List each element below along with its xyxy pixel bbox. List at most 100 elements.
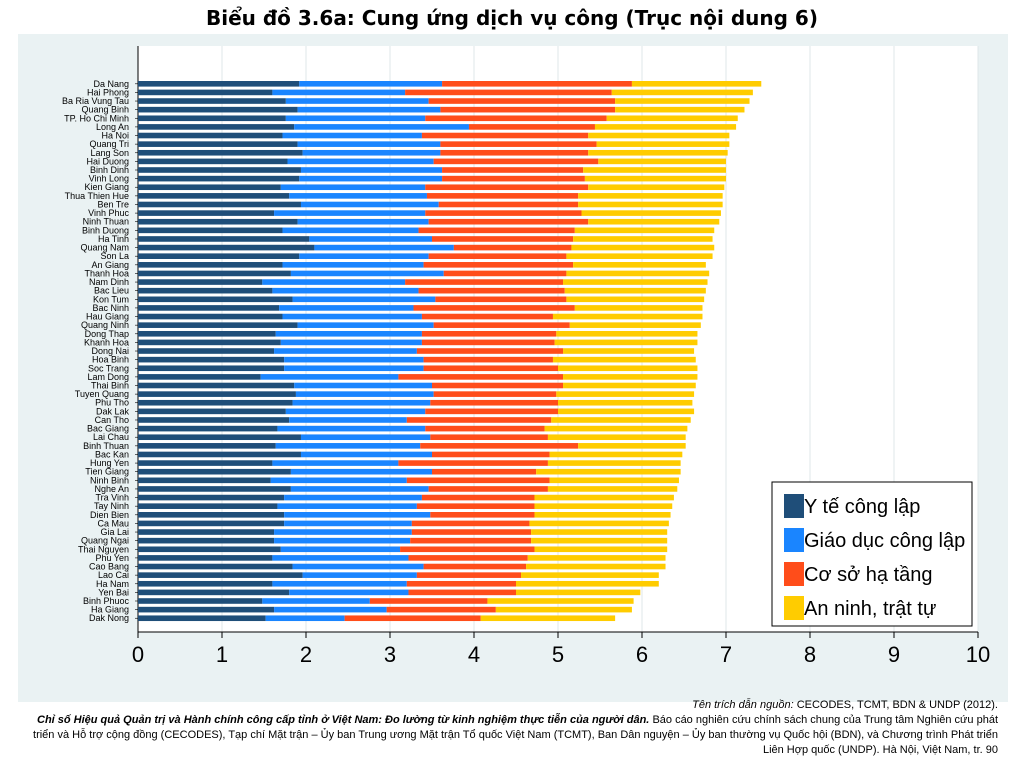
bar-segment [290, 486, 429, 492]
category-label: Lao Cai [98, 570, 129, 580]
bar-segment [290, 468, 432, 475]
category-label: Quang Tri [89, 139, 129, 149]
bar-segment [138, 193, 290, 199]
bar-segment [138, 244, 315, 251]
bar-segment [563, 382, 696, 389]
bar-segment [556, 330, 698, 337]
category-label: Binh Duong [82, 225, 129, 235]
bar-segment [428, 98, 616, 104]
category-label: Yen Bai [98, 587, 129, 597]
bar-segment [272, 89, 406, 96]
bar-segment [563, 279, 708, 285]
bar-segment [438, 201, 579, 208]
legend-swatch [784, 494, 804, 518]
bar-segment [529, 520, 669, 527]
bar-segment [138, 477, 271, 484]
bar-segment [138, 236, 310, 242]
bar-segment [138, 115, 286, 122]
bar-segment [272, 580, 407, 587]
bar-segment [398, 374, 564, 380]
bar-segment [526, 563, 666, 570]
bar-segment [285, 98, 429, 104]
bar-segment [138, 210, 275, 216]
source-org: CECODES, TCMT, BDN & UNDP (2012). [796, 699, 998, 711]
category-label: Thanh Hoa [84, 268, 129, 278]
bar-segment [588, 184, 725, 191]
category-label: Hung Yen [90, 458, 129, 468]
category-label: Thai Nguyen [78, 544, 129, 554]
bar-segment [571, 244, 715, 251]
bar-segment [433, 158, 599, 165]
bar-segment [138, 425, 278, 432]
bar-segment [292, 563, 424, 570]
bar-segment [442, 175, 585, 182]
bar-segment [302, 572, 417, 578]
bar-segment [400, 546, 535, 553]
bar-segment [549, 451, 683, 458]
bar-segment [432, 451, 550, 458]
bar-segment [299, 175, 443, 182]
bar-segment [405, 89, 612, 96]
bar-segment [295, 391, 434, 397]
chart-panel: 0 1 2 3 4 5 6 7 8 9 10 Da Nang Hai Phong Ba Ria Vung … [18, 34, 1008, 702]
bar-segment [547, 460, 681, 466]
bar-segment [300, 167, 443, 173]
category-label: Da Nang [93, 79, 129, 89]
bar-segment [398, 460, 548, 466]
category-label: Ninh Binh [90, 475, 129, 485]
bar-segment [138, 348, 275, 354]
category-label: Vinh Phuc [88, 208, 129, 218]
bar-segment [138, 589, 290, 596]
bar-segment [314, 244, 454, 251]
bar-segment [285, 408, 426, 415]
bar-segment [262, 279, 406, 285]
category-label: Ha Nam [96, 579, 129, 589]
bar-segment [574, 227, 715, 234]
x-tick-label: 2 [300, 642, 312, 667]
bar-segment [284, 512, 431, 518]
bar-segment [299, 253, 429, 259]
bar-segment [138, 529, 275, 535]
source-title: Chỉ số Hiệu quả Quản trị và Hành chính c… [37, 714, 650, 726]
bar-segment [138, 218, 298, 225]
bar-segment [272, 287, 419, 294]
bar-segment [573, 262, 706, 268]
bar-segment [282, 132, 422, 139]
category-label: Quang Ngai [81, 536, 129, 546]
bar-segment [410, 537, 532, 544]
category-label: Hau Giang [86, 312, 129, 322]
legend-swatch [784, 528, 804, 552]
category-label: Ninh Thuan [83, 217, 129, 227]
bar-segment [551, 417, 691, 423]
category-label: Long An [96, 122, 129, 132]
bar-segment [138, 98, 286, 104]
bar-segment [440, 141, 597, 147]
bar-segment [558, 399, 693, 406]
bar-segment [425, 210, 582, 216]
bar-segment [138, 615, 266, 622]
bar-segment [138, 124, 295, 130]
category-label: Kon Tum [93, 294, 129, 304]
bar-segment [138, 313, 283, 320]
category-label: Son La [100, 251, 129, 261]
category-label: Quang Ninh [81, 320, 129, 330]
category-label: Lam Dong [87, 372, 129, 382]
category-label: Kien Giang [84, 182, 129, 192]
bar-segment [563, 374, 698, 380]
category-label: Nghe An [94, 484, 129, 494]
bar-segment [583, 167, 726, 173]
bar-segment [138, 149, 303, 156]
bar-segment [344, 615, 481, 622]
bar-segment [547, 434, 686, 441]
legend-label: Giáo dục công lập [804, 530, 965, 552]
bar-segment [418, 227, 575, 234]
x-tick-label: 9 [888, 642, 900, 667]
bar-segment [442, 81, 632, 87]
bar-segment [564, 287, 706, 294]
bar-segment [611, 89, 753, 96]
bar-segment [430, 434, 548, 441]
bar-segment [425, 425, 545, 432]
bar-segment [262, 598, 370, 604]
category-label: Dien Bien [90, 510, 129, 520]
